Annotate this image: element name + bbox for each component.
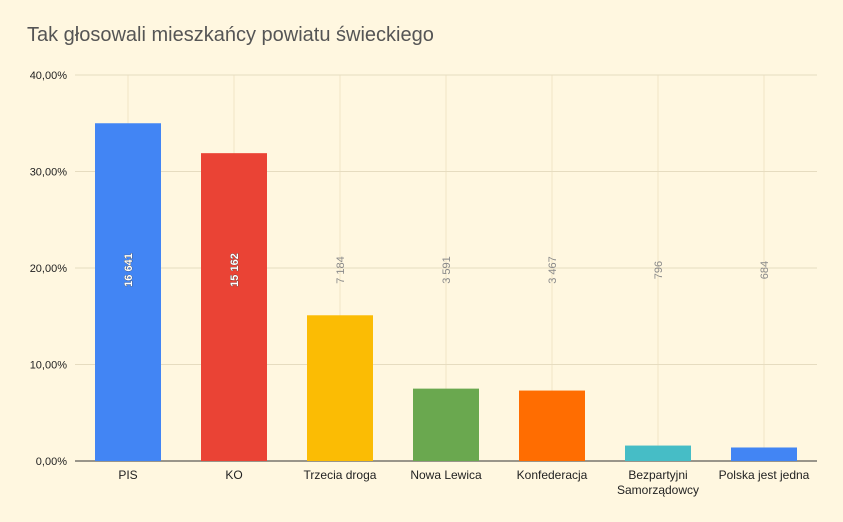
category-label: Samorządowcy: [617, 483, 699, 497]
bar: [625, 445, 691, 461]
bar: [201, 153, 267, 462]
data-label: 3 591: [441, 256, 453, 284]
bar: [731, 447, 797, 461]
category-label: Polska jest jedna: [719, 468, 810, 482]
category-label: Trzecia droga: [304, 468, 377, 482]
data-label: 684: [759, 261, 771, 279]
y-tick-label: 20,00%: [30, 263, 68, 275]
bar: [519, 390, 585, 461]
data-label: 16 641: [123, 253, 135, 287]
category-label: Konfederacja: [517, 468, 588, 482]
y-tick-label: 30,00%: [30, 167, 68, 179]
data-label: 15 162: [229, 253, 241, 287]
category-label: KO: [225, 468, 242, 482]
bar: [413, 388, 479, 461]
data-label: 7 184: [335, 256, 347, 284]
bar: [307, 315, 373, 461]
y-tick-label: 0,00%: [36, 456, 67, 468]
y-tick-label: 10,00%: [30, 360, 68, 372]
bar: [95, 123, 161, 461]
data-label: 796: [653, 261, 665, 279]
category-label: Bezpartyjni: [628, 468, 687, 482]
data-label: 3 467: [547, 256, 559, 284]
chart-title: Tak głosowali mieszkańcy powiatu świecki…: [27, 24, 434, 46]
y-tick-label: 40,00%: [30, 70, 68, 82]
category-label: PIS: [118, 468, 137, 482]
category-label: Nowa Lewica: [410, 468, 482, 482]
